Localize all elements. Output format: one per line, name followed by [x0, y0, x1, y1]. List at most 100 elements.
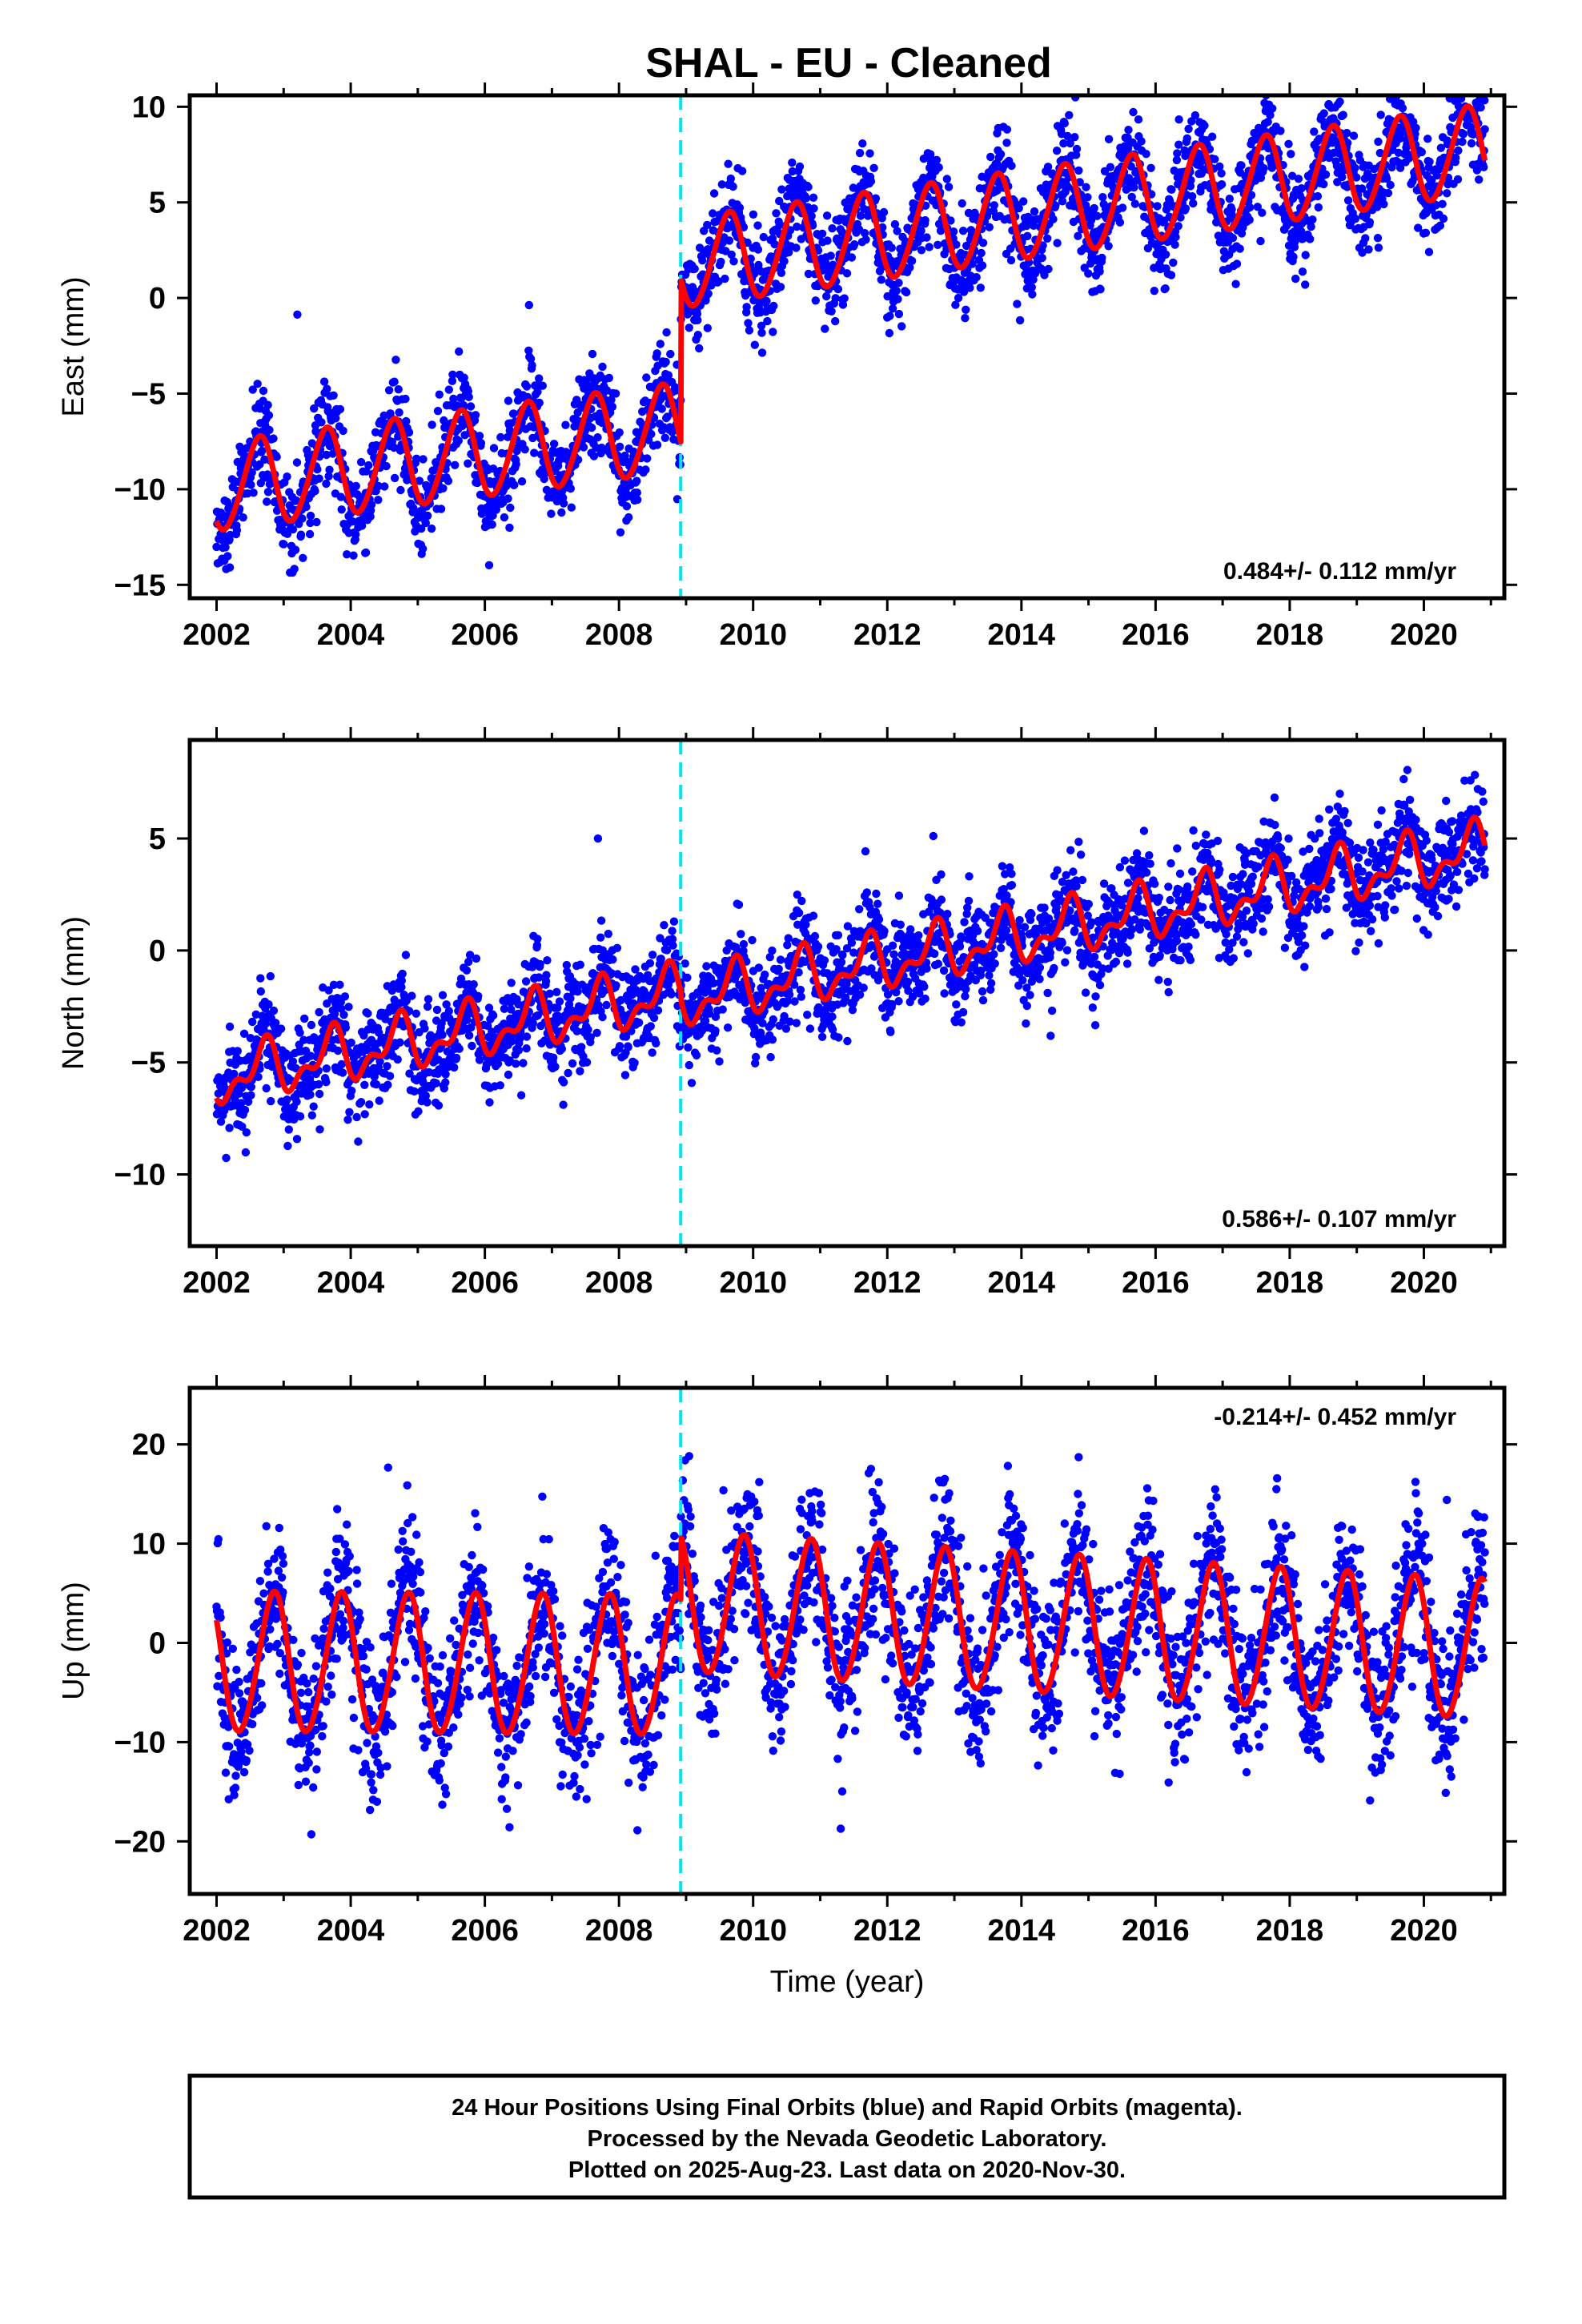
data-point [624, 513, 633, 522]
data-point [996, 150, 1006, 159]
data-point [862, 888, 872, 897]
data-point [672, 386, 681, 395]
data-point [828, 224, 837, 233]
data-point [584, 1025, 592, 1035]
data-point [223, 552, 232, 561]
data-point [657, 404, 666, 413]
data-point [768, 1035, 777, 1044]
data-point [693, 309, 702, 319]
data-point [1082, 183, 1090, 191]
data-point [1161, 284, 1170, 293]
data-point [547, 509, 556, 518]
data-point [922, 964, 931, 973]
data-point [685, 1060, 693, 1070]
data-point [365, 1100, 374, 1109]
data-point [669, 941, 677, 950]
data-point [894, 279, 903, 287]
data-point [1115, 218, 1125, 227]
data-point [905, 263, 914, 272]
data-point [1173, 149, 1182, 158]
data-point [996, 943, 1006, 953]
data-point [1462, 55, 1470, 63]
data-point [894, 891, 904, 900]
data-point [504, 396, 513, 405]
data-point [648, 1048, 656, 1057]
data-point [860, 228, 869, 238]
data-point [336, 493, 345, 501]
data-point [524, 346, 533, 355]
data-point [504, 1070, 513, 1080]
data-point [1291, 274, 1300, 283]
data-point [340, 992, 350, 1001]
data-point [1480, 96, 1489, 105]
data-point [769, 328, 777, 336]
data-point [766, 1052, 775, 1062]
data-point [920, 982, 929, 991]
data-point [434, 1101, 444, 1110]
data-point [1298, 267, 1307, 276]
data-point [653, 1006, 663, 1015]
data-point [783, 191, 792, 201]
data-point [1153, 202, 1162, 211]
data-point [1084, 269, 1093, 278]
data-point [496, 1081, 504, 1090]
data-point [1349, 131, 1359, 140]
data-point [298, 514, 307, 523]
data-point [937, 895, 946, 904]
data-point [962, 305, 970, 314]
data-point [432, 1005, 442, 1015]
data-point [1028, 290, 1037, 299]
data-point [972, 273, 981, 282]
data-point [1458, 137, 1467, 147]
data-point [901, 287, 911, 297]
data-point [1225, 195, 1235, 203]
data-point [504, 494, 512, 503]
data-point [1044, 264, 1053, 274]
data-point [1237, 161, 1246, 170]
data-point [978, 239, 988, 247]
data-point [408, 991, 416, 1000]
data-point [823, 236, 832, 245]
data-point [402, 416, 411, 426]
data-point [1343, 196, 1353, 205]
data-point [1169, 258, 1178, 267]
data-point [517, 477, 527, 486]
data-point [1023, 231, 1032, 240]
data-point [959, 287, 969, 296]
data-point [604, 373, 613, 383]
data-point [1259, 163, 1268, 173]
data-point [1098, 193, 1107, 202]
data-point [726, 174, 735, 183]
data-point [914, 931, 923, 940]
data-point [533, 388, 542, 396]
data-point [221, 543, 230, 552]
data-point [1217, 169, 1226, 178]
data-point [1379, 199, 1388, 209]
data-point [324, 472, 333, 480]
data-point [879, 207, 889, 217]
data-point [233, 1047, 242, 1055]
data-point [646, 1022, 655, 1031]
data-point [1421, 228, 1431, 237]
data-point [977, 248, 986, 258]
data-point [1228, 234, 1238, 243]
data-point [1411, 123, 1420, 132]
data-point [1386, 180, 1395, 190]
data-point [476, 439, 486, 448]
data-point [1083, 193, 1092, 202]
x-tick-label: 2004 [317, 618, 385, 652]
data-point [535, 398, 544, 408]
data-point [536, 959, 544, 969]
data-point [345, 1108, 354, 1117]
x-tick-label: 2016 [1122, 618, 1190, 652]
data-point [269, 434, 278, 443]
data-point [396, 485, 405, 495]
data-point [528, 361, 536, 370]
data-point [737, 930, 745, 939]
data-point [724, 159, 733, 168]
data-point [1471, 82, 1479, 90]
data-point [455, 347, 464, 356]
data-point [232, 525, 242, 535]
data-point [833, 931, 843, 940]
data-point [1161, 250, 1170, 259]
